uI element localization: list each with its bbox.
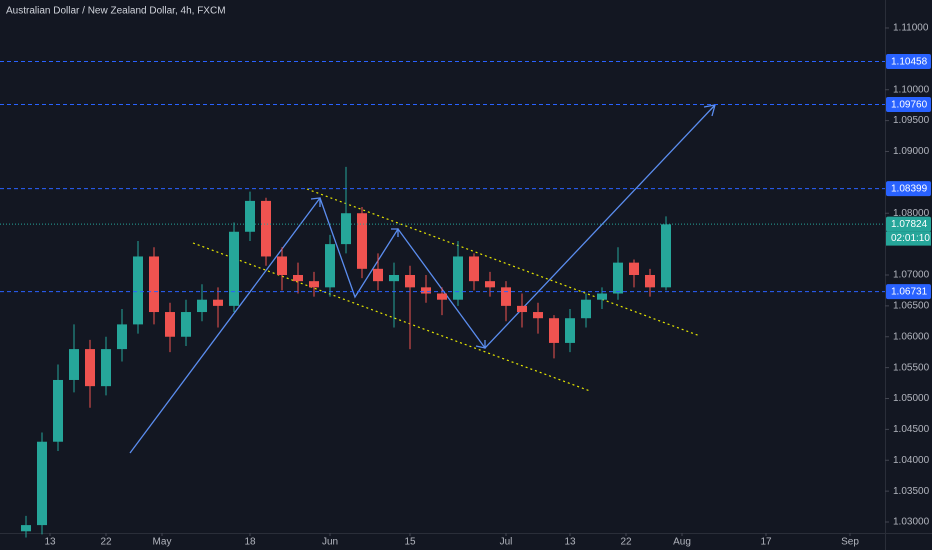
arrow-head <box>475 340 486 349</box>
candle-body <box>613 262 623 294</box>
x-tick-label: Sep <box>841 537 859 548</box>
candle-body <box>645 274 655 288</box>
x-tick-label: 18 <box>244 537 256 548</box>
candle-body <box>485 281 495 288</box>
arrow-head <box>391 228 399 237</box>
candle-body <box>213 299 223 306</box>
countdown: 02:01:10 <box>891 233 930 244</box>
candle-body <box>469 256 479 282</box>
x-tick-label: Jun <box>322 537 338 548</box>
y-tick-label: 1.09500 <box>893 115 930 126</box>
candle-body <box>565 318 575 343</box>
candle-body <box>133 256 143 325</box>
candle-body <box>149 256 159 313</box>
price-line-badge <box>886 284 931 300</box>
candle-body <box>357 213 367 269</box>
y-tick-label: 1.09000 <box>893 146 930 157</box>
candle-body <box>197 299 207 313</box>
y-tick-label: 1.04500 <box>893 424 930 435</box>
price-line-badge <box>886 53 931 69</box>
trend-arrow <box>129 197 321 454</box>
price-line-badge <box>886 97 931 113</box>
candle-body <box>581 299 591 319</box>
candle-body <box>389 274 399 282</box>
x-tick-label: 13 <box>564 537 576 548</box>
countdown-badge <box>886 231 931 246</box>
y-tick-label: 1.07000 <box>893 270 930 281</box>
current-price-label: 1.07824 <box>891 219 928 230</box>
candle-body <box>69 349 79 380</box>
price-line-label: 1.09760 <box>891 100 928 111</box>
candle-body <box>229 231 239 306</box>
x-tick-label: 15 <box>404 537 416 548</box>
y-tick-label: 1.11000 <box>893 23 929 34</box>
price-line-label: 1.08399 <box>891 184 928 195</box>
current-price-badge <box>886 216 931 232</box>
candle-body <box>661 224 671 288</box>
candle-body <box>597 293 607 300</box>
candle-body <box>293 274 303 282</box>
price-line-label: 1.06731 <box>891 287 928 298</box>
candle-body <box>181 312 191 337</box>
price-line-label: 1.10458 <box>891 57 928 68</box>
x-tick-label: May <box>153 537 172 548</box>
candle-body <box>405 274 415 288</box>
candle-body <box>421 287 431 294</box>
y-tick-label: 1.10000 <box>893 84 930 95</box>
chart-title: Australian Dollar / New Zealand Dollar, … <box>6 6 226 17</box>
candle-body <box>549 318 559 343</box>
x-tick-label: Jul <box>500 537 513 548</box>
channel-bottom <box>192 242 591 392</box>
arrow-head <box>310 197 321 207</box>
y-tick-label: 1.06000 <box>893 331 930 342</box>
drawings <box>129 104 716 454</box>
candle-body <box>117 324 127 350</box>
y-tick-label: 1.04000 <box>893 455 930 466</box>
x-tick-label: 22 <box>620 537 632 548</box>
candle-body <box>277 256 287 275</box>
candle-body <box>629 262 639 275</box>
candle-body <box>373 268 383 282</box>
x-tick-label: 17 <box>760 537 772 548</box>
candle-body <box>325 244 335 288</box>
y-tick-label: 1.06500 <box>893 301 930 312</box>
candle-body <box>341 213 351 245</box>
candle-body <box>533 312 543 319</box>
candle-body <box>165 312 175 337</box>
x-tick-label: Aug <box>673 537 691 548</box>
y-tick-label: 1.03000 <box>893 517 930 528</box>
x-tick-label: 22 <box>100 537 112 548</box>
x-tick-label: 13 <box>44 537 56 548</box>
candle-body <box>309 281 319 288</box>
candle-body <box>501 287 511 306</box>
candle-body <box>21 525 31 532</box>
price-line-badge <box>886 181 931 197</box>
candle-body <box>53 379 63 442</box>
candle-body <box>437 293 447 300</box>
y-tick-label: 1.03500 <box>893 486 930 497</box>
candle-body <box>101 349 111 387</box>
candle-body <box>261 200 271 257</box>
y-tick-label: 1.05500 <box>893 362 930 373</box>
candle-body <box>85 349 95 387</box>
candle-body <box>245 200 255 232</box>
candle-body <box>517 305 527 313</box>
y-tick-label: 1.05000 <box>893 393 930 404</box>
candle-body <box>37 441 47 526</box>
y-tick-label: 1.08000 <box>893 208 930 219</box>
candle-body <box>453 256 463 300</box>
